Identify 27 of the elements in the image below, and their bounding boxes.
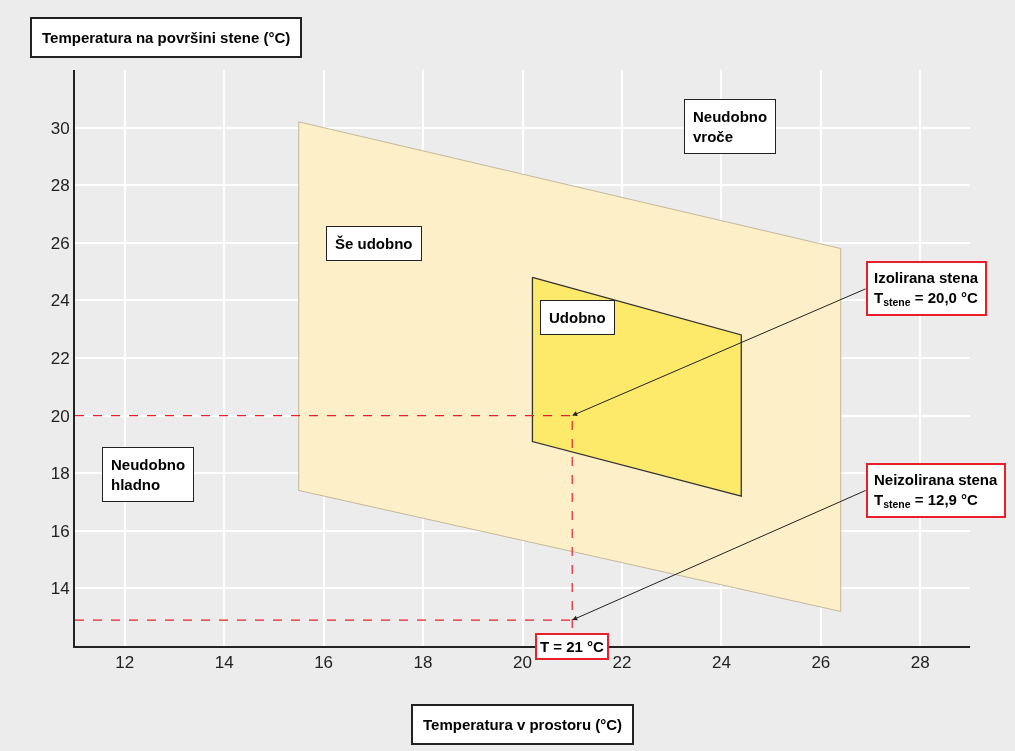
y-tick-label: 18 xyxy=(50,464,70,484)
x-tick-label: 28 xyxy=(910,653,930,673)
y-tick-label: 22 xyxy=(50,348,70,368)
x-tick-label: 26 xyxy=(811,653,831,673)
x-tick-label: 16 xyxy=(314,653,334,673)
x-tick-label: 12 xyxy=(115,653,135,673)
y-axis-title: Temperatura na površini stene (°C) xyxy=(42,29,291,46)
annotation: Neudobno hladno xyxy=(111,456,186,493)
series-label: Udobno xyxy=(549,309,606,326)
y-tick-label: 30 xyxy=(50,118,70,138)
x-tick-label: 18 xyxy=(413,653,433,673)
y-tick-label: 28 xyxy=(50,176,70,196)
x-tick-label: 22 xyxy=(612,653,632,673)
y-tick-label: 26 xyxy=(50,233,70,253)
x-axis-title: Temperatura v prostoru (°C) xyxy=(423,716,623,733)
y-tick-label: 20 xyxy=(50,406,70,426)
ref-line-label: T = 21 °C xyxy=(540,638,605,655)
annotation: Neudobno vroče xyxy=(693,108,768,145)
y-tick-label: 14 xyxy=(50,579,70,599)
annotation: Izolirana stena T$_{stene}$ = 20,0 °C xyxy=(874,269,979,308)
series-label: Še udobno xyxy=(335,235,413,252)
x-tick-label: 20 xyxy=(513,653,532,673)
y-tick-label: 16 xyxy=(50,521,70,541)
x-tick-label: 14 xyxy=(214,653,234,673)
x-tick-label: 24 xyxy=(711,653,731,673)
y-tick-label: 24 xyxy=(50,291,70,311)
annotation: Neizolirana stena T$_{stene}$ = 12,9 °C xyxy=(874,471,999,510)
